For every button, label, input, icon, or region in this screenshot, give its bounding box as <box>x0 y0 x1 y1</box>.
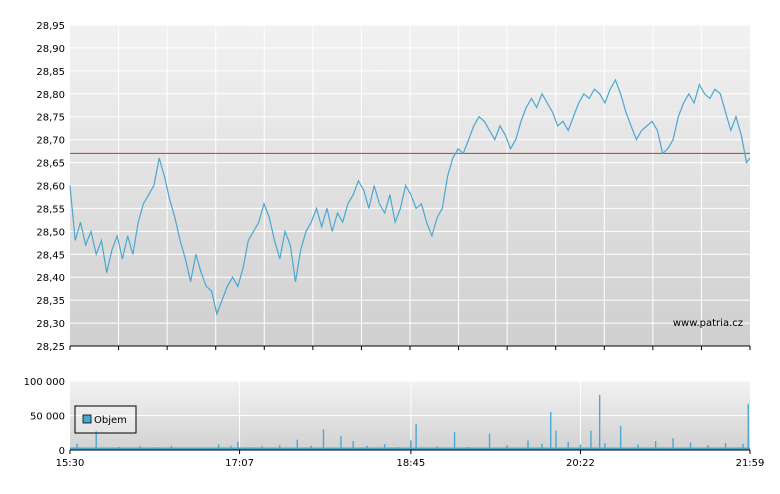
price-y-tick-label: 28,40 <box>36 273 65 284</box>
volume-x-tick-label: 17:07 <box>225 458 254 469</box>
price-series-line <box>69 78 751 316</box>
price-chart: 28,95 28,90 28,85 28,80 28,75 28,70 28,65 28,60… <box>36 21 751 353</box>
watermark-label: www.patria.cz <box>673 318 743 329</box>
volume-y-tick-labels: 100 000 50 000 0 <box>24 377 65 457</box>
volume-y-tick-label: 100 000 <box>24 377 65 388</box>
volume-y-tick-label: 0 <box>59 446 65 457</box>
legend-label: Objem <box>94 415 127 426</box>
price-y-tick-label: 28,90 <box>36 44 65 55</box>
price-x-tick-marks <box>69 346 751 350</box>
volume-bars <box>70 394 750 450</box>
legend-swatch <box>82 414 92 424</box>
price-vertical-gridlines <box>118 25 702 346</box>
price-y-tick-label: 28,70 <box>36 136 65 147</box>
price-y-tick-label: 28,50 <box>36 227 65 238</box>
legend: Objem <box>74 405 137 434</box>
volume-x-tick-label: 21:59 <box>736 458 765 469</box>
price-y-tick-label: 28,80 <box>36 90 65 101</box>
price-y-tick-label: 28,55 <box>36 204 65 215</box>
volume-x-tick-label: 15:30 <box>56 458 85 469</box>
volume-x-tick-labels: 15:30 17:07 18:45 20:22 21:59 <box>56 450 765 469</box>
volume-chart: 100 000 50 000 0 15:30 17:07 18:45 20:22 21:59… <box>24 377 765 469</box>
volume-vertical-gridlines <box>239 381 581 450</box>
volume-x-tick-label: 18:45 <box>396 458 425 469</box>
price-y-tick-label: 28,30 <box>36 319 65 330</box>
price-y-tick-label: 28,35 <box>36 296 65 307</box>
price-y-tick-label: 28,95 <box>36 21 65 32</box>
price-y-tick-label: 28,85 <box>36 67 65 78</box>
volume-x-tick-label: 20:22 <box>566 458 595 469</box>
price-y-tick-labels: 28,95 28,90 28,85 28,80 28,75 28,70 28,65 28,60… <box>36 21 65 353</box>
price-y-tick-label: 28,75 <box>36 113 65 124</box>
price-y-tick-label: 28,65 <box>36 159 65 170</box>
volume-y-tick-label: 50 000 <box>30 412 65 423</box>
price-y-tick-label: 28,45 <box>36 250 65 261</box>
price-y-tick-label: 28,25 <box>36 342 65 353</box>
price-y-tick-label: 28,60 <box>36 182 65 193</box>
